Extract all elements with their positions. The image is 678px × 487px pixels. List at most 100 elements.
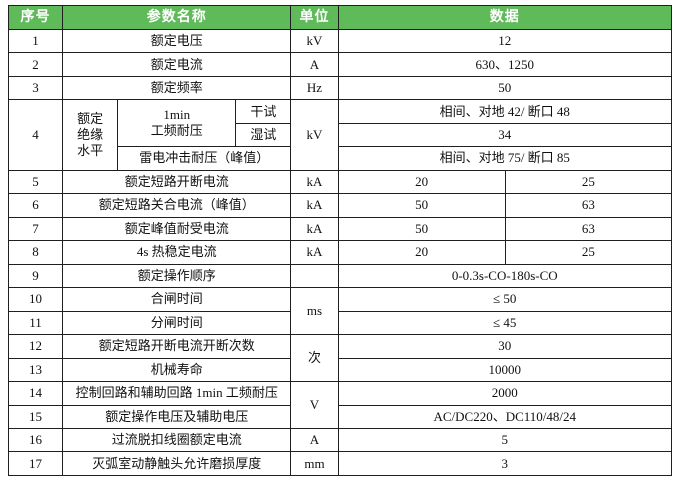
- unit-cell: A: [290, 427, 339, 453]
- table-row-insulation-impulse: 雷电冲击耐压（峰值） 相间、对地 75/ 断口 85: [9, 146, 672, 171]
- table-row-insulation-dry: 4 额定 绝缘 水平 1min 工频耐压 干试 kV 相间、对地 42/ 断口 …: [7, 99, 672, 171]
- param-cell: 额定频率: [62, 75, 292, 101]
- data-cell: 0-0.3s-CO-180s-CO: [337, 263, 672, 289]
- unit-cell: V: [290, 381, 339, 429]
- sn-cell: 17: [7, 451, 64, 476]
- sn-cell: 12: [7, 334, 64, 359]
- data-cell: 3: [337, 451, 672, 476]
- header-unit: 单位: [290, 5, 339, 30]
- sn-cell: 3: [7, 75, 64, 101]
- data-cell: ≤ 45: [337, 310, 672, 336]
- param-cell: 控制回路和辅助回路 1min 工频耐压: [62, 381, 292, 406]
- param-subcell-dry-test: 干试: [235, 99, 292, 124]
- table-row: 8 4s 热稳定电流 kA 20 25: [7, 240, 673, 265]
- param-cell: 分闸时间: [62, 310, 292, 336]
- unit-cell: Hz: [290, 75, 339, 101]
- parameters-table: 序号 参数名称 单位 数据 1 额定电压 kV 12 2 额定电流 A 630、…: [7, 5, 673, 476]
- param-subcell-impulse: 雷电冲击耐压（峰值）: [117, 146, 292, 171]
- sn-cell: 9: [7, 263, 64, 289]
- sn-cell: 2: [7, 52, 64, 77]
- table-row: 9 额定操作顺序 0-0.3s-CO-180s-CO: [7, 263, 672, 289]
- unit-cell: kA: [290, 193, 339, 218]
- param-cell: 过流脱扣线圈额定电流: [62, 427, 292, 453]
- data-cell: 5: [337, 427, 672, 453]
- param-cell: 额定操作顺序: [62, 263, 292, 289]
- param-group-cell: 额定 绝缘 水平: [62, 99, 119, 171]
- data-cell: 相间、对地 42/ 断口 48: [337, 99, 672, 124]
- param-cell: 机械寿命: [62, 357, 292, 383]
- table-row: 6 额定短路关合电流（峰值） kA 50 63: [7, 193, 673, 218]
- data-cell: 12: [337, 28, 672, 54]
- data-cell: 34: [337, 122, 672, 148]
- unit-cell: kV: [290, 99, 339, 171]
- data-cell: 10000: [337, 357, 672, 383]
- sn-cell: 10: [7, 287, 64, 312]
- table-row: 10 合闸时间 ms ≤ 50: [7, 287, 672, 336]
- data-cell-left: 20: [337, 169, 506, 195]
- data-cell-left: 50: [337, 193, 506, 218]
- header-row: 序号 参数名称 单位 数据: [7, 5, 672, 30]
- header-parameter-name: 参数名称: [62, 5, 292, 30]
- data-cell-right: 63: [504, 193, 673, 218]
- param-cell: 额定短路开断电流: [62, 169, 292, 195]
- unit-cell: mm: [290, 451, 339, 476]
- unit-cell: [290, 263, 339, 289]
- data-cell-left: 50: [337, 216, 506, 242]
- header-data: 数据: [337, 5, 672, 30]
- sn-cell: 1: [7, 28, 64, 54]
- param-cell: 额定短路开断电流开断次数: [62, 334, 292, 359]
- unit-cell: kV: [290, 28, 339, 54]
- sn-cell: 8: [7, 240, 64, 265]
- unit-cell: kA: [290, 216, 339, 242]
- table-row-insulation-wet: 湿试 34: [9, 122, 672, 148]
- sn-cell: 4: [7, 99, 64, 171]
- data-cell: 相间、对地 75/ 断口 85: [337, 146, 672, 171]
- table-row: 5 额定短路开断电流 kA 20 25: [7, 169, 673, 195]
- table-row: 11 分闸时间 ≤ 45: [7, 310, 672, 336]
- data-cell-right: 25: [504, 240, 673, 265]
- table-row: 3 额定频率 Hz 50: [7, 75, 672, 101]
- data-cell: 2000: [337, 381, 672, 406]
- data-cell-right: 25: [504, 169, 673, 195]
- table-row: 14 控制回路和辅助回路 1min 工频耐压 V 2000: [7, 381, 672, 429]
- data-cell: 630、1250: [337, 52, 672, 77]
- param-cell: 额定峰值耐受电流: [62, 216, 292, 242]
- sn-cell: 15: [7, 404, 64, 429]
- param-subcell-wet-test: 湿试: [235, 122, 292, 148]
- param-cell: 额定短路关合电流（峰值）: [62, 193, 292, 218]
- table-row: 16 过流脱扣线圈额定电流 A 5: [7, 427, 672, 453]
- table-row: 7 额定峰值耐受电流 kA 50 63: [7, 216, 673, 242]
- table-row: 13 机械寿命 10000: [7, 357, 672, 383]
- unit-cell: A: [290, 52, 339, 77]
- data-cell: 50: [337, 75, 672, 101]
- param-cell: 灭弧室动静触头允许磨损厚度: [62, 451, 292, 476]
- sn-cell: 7: [7, 216, 64, 242]
- table-row: 1 额定电压 kV 12: [7, 28, 672, 54]
- sn-cell: 6: [7, 193, 64, 218]
- param-cell: 额定电压: [62, 28, 292, 54]
- sn-cell: 16: [7, 427, 64, 453]
- table-row: 15 额定操作电压及辅助电压 AC/DC220、DC110/48/24: [7, 404, 672, 429]
- data-cell-left: 20: [337, 240, 506, 265]
- unit-cell: ms: [290, 287, 339, 336]
- data-cell: 30: [337, 334, 672, 359]
- data-cell: AC/DC220、DC110/48/24: [337, 404, 672, 429]
- param-cell: 4s 热稳定电流: [62, 240, 292, 265]
- table-row: 12 额定短路开断电流开断次数 次 30: [7, 334, 672, 383]
- header-serial: 序号: [7, 5, 64, 30]
- sn-cell: 13: [7, 357, 64, 383]
- param-cell: 额定操作电压及辅助电压: [62, 404, 292, 429]
- table-row: 17 灭弧室动静触头允许磨损厚度 mm 3: [7, 451, 672, 476]
- param-subcell-power-frequency: 1min 工频耐压: [117, 99, 237, 148]
- sn-cell: 14: [7, 381, 64, 406]
- unit-cell: 次: [290, 334, 339, 383]
- sn-cell: 11: [7, 310, 64, 336]
- data-cell: ≤ 50: [337, 287, 672, 312]
- param-cell: 额定电流: [62, 52, 292, 77]
- unit-cell: kA: [290, 169, 339, 195]
- sn-cell: 5: [7, 169, 64, 195]
- table-row: 2 额定电流 A 630、1250: [7, 52, 672, 77]
- param-cell: 合闸时间: [62, 287, 292, 312]
- unit-cell: kA: [290, 240, 339, 265]
- data-cell-right: 63: [504, 216, 673, 242]
